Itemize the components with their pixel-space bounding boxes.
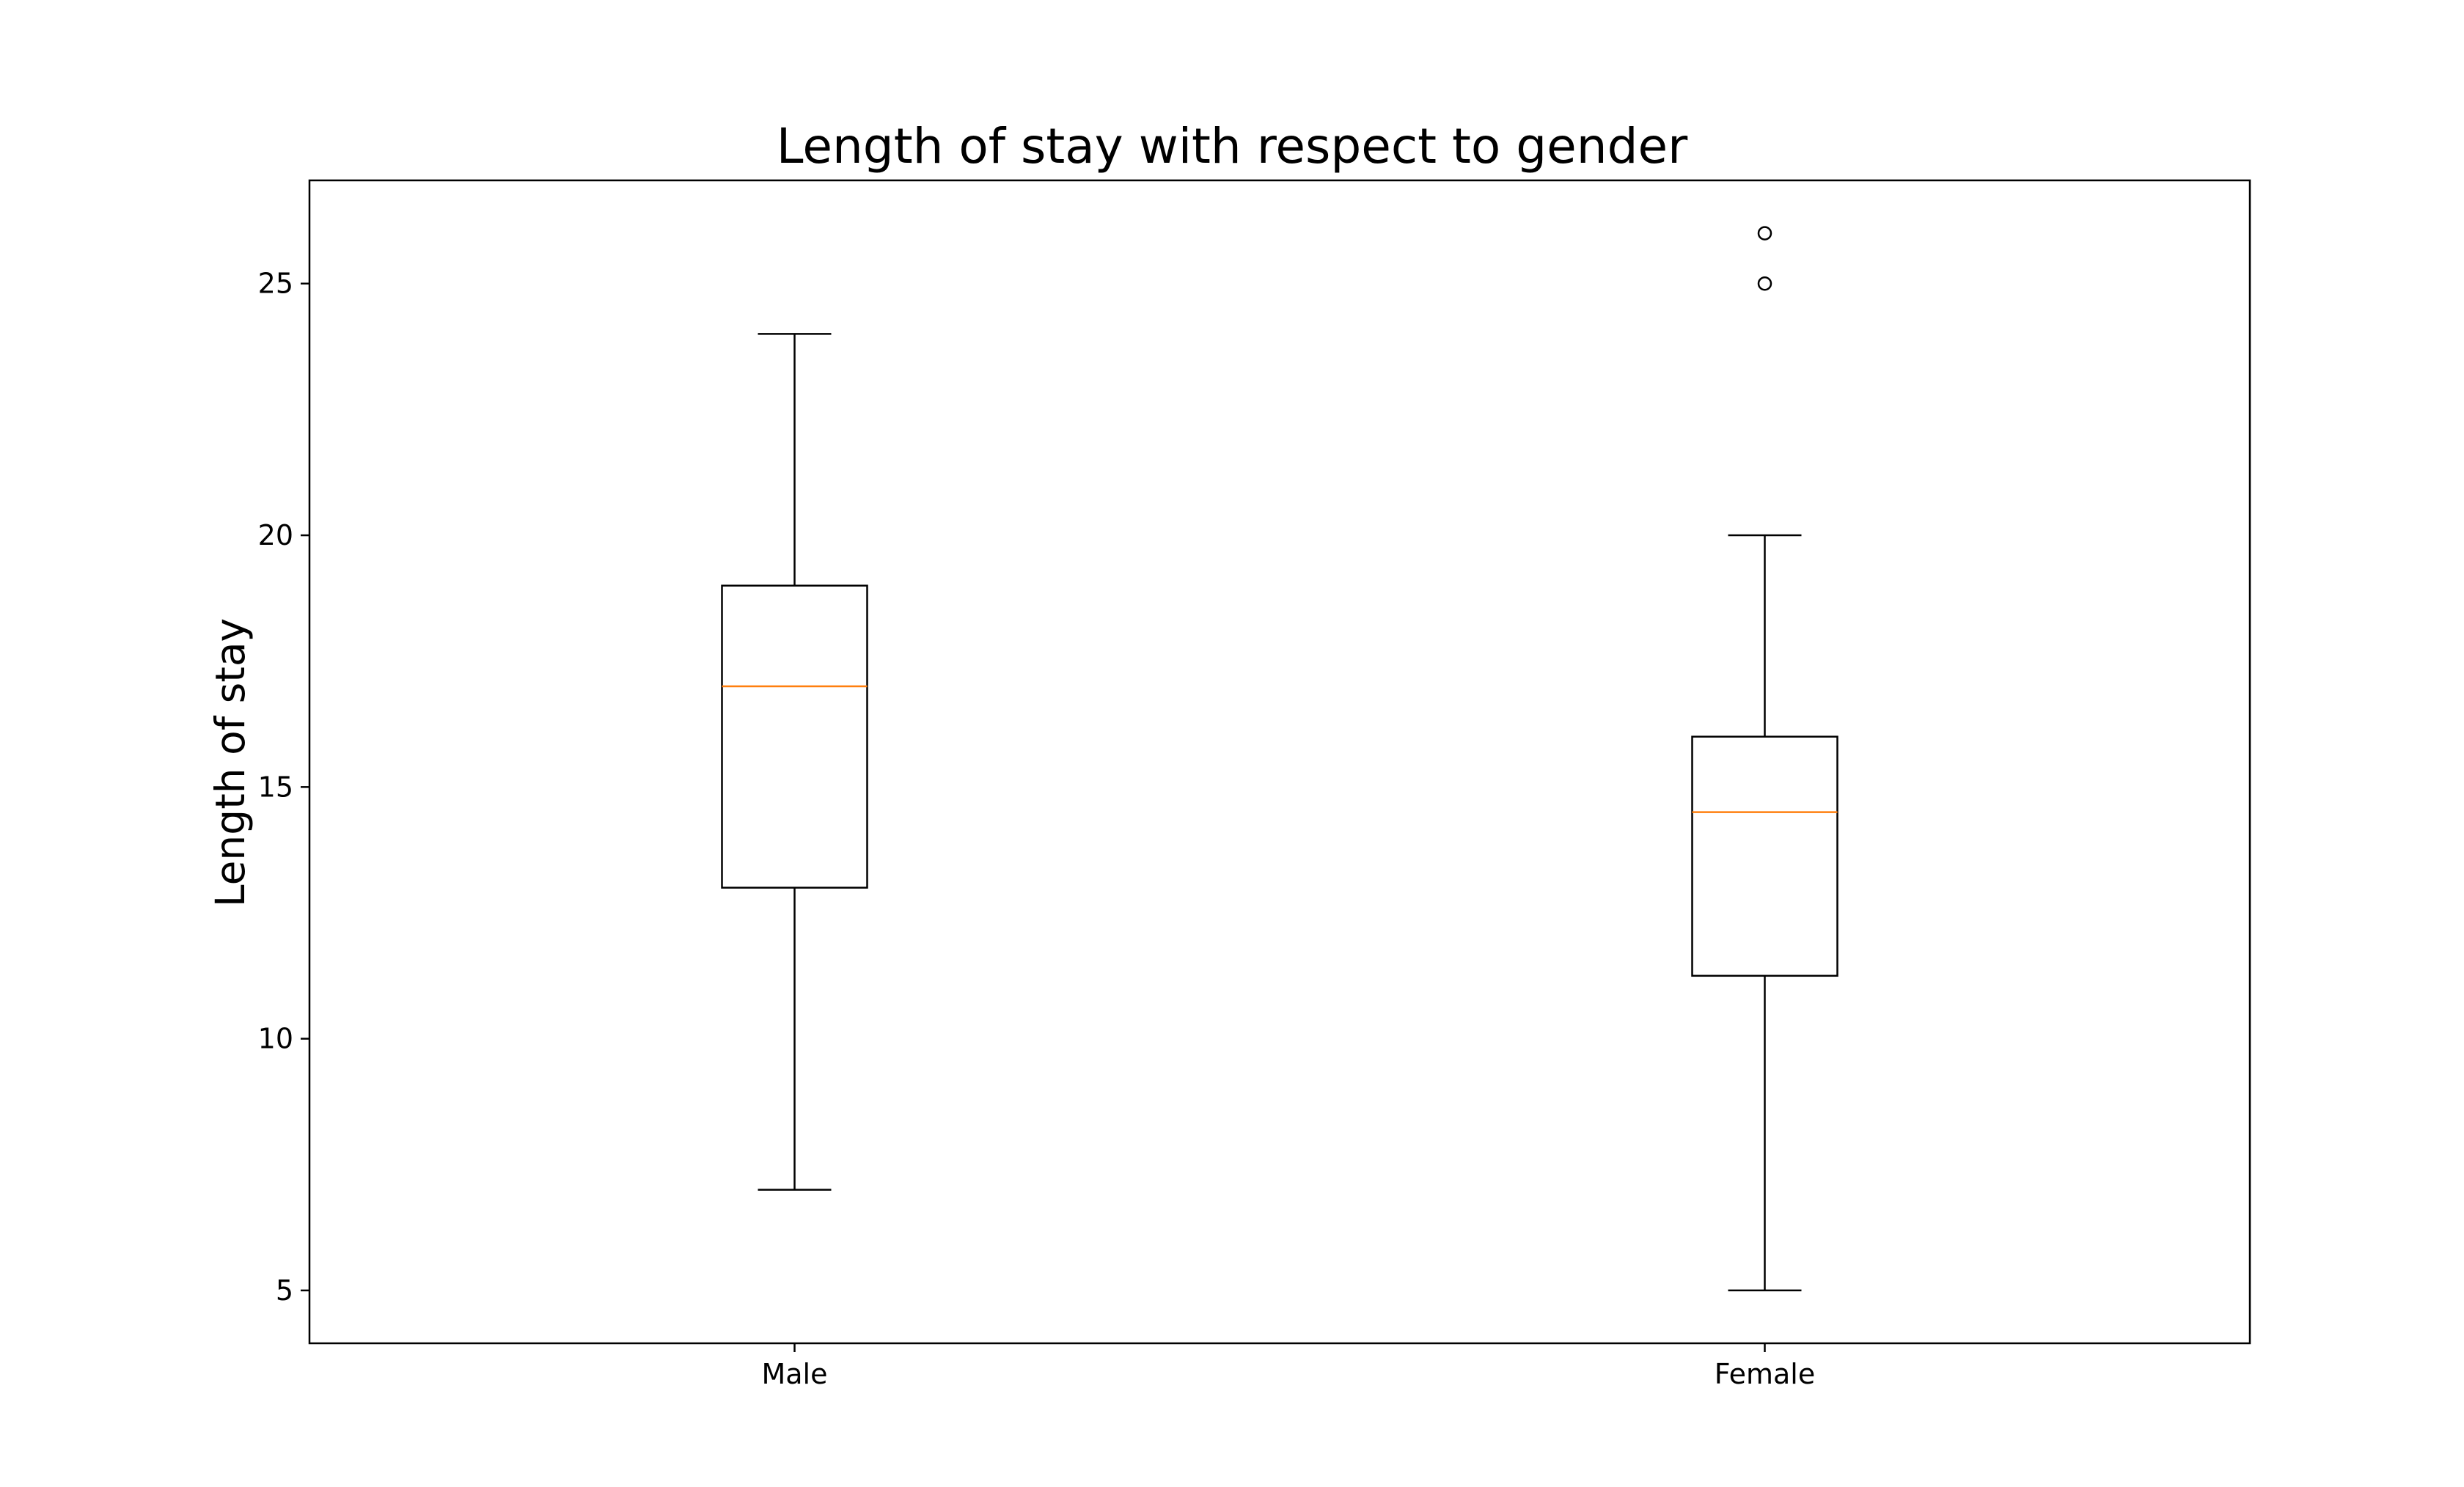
y-axis-label: Length of stay <box>207 618 254 907</box>
y-tick-label: 25 <box>258 268 293 300</box>
plot-area: 5 10 15 20 25 Male Female <box>258 226 1838 1390</box>
x-tick-label: Female <box>1715 1358 1815 1390</box>
y-tick-label: 20 <box>258 519 293 551</box>
x-tick-label: Male <box>761 1358 827 1390</box>
iqr-box <box>1691 735 1838 977</box>
y-tick-label: 10 <box>258 1023 293 1055</box>
y-tick-label: 5 <box>276 1274 293 1307</box>
iqr-box <box>721 584 868 889</box>
outlier-point <box>1757 226 1772 241</box>
outlier-point <box>1757 276 1772 291</box>
axes-frame <box>308 179 2251 1345</box>
chart-title: Length of stay with respect to gender <box>777 118 1688 175</box>
y-tick-label: 15 <box>258 771 293 803</box>
